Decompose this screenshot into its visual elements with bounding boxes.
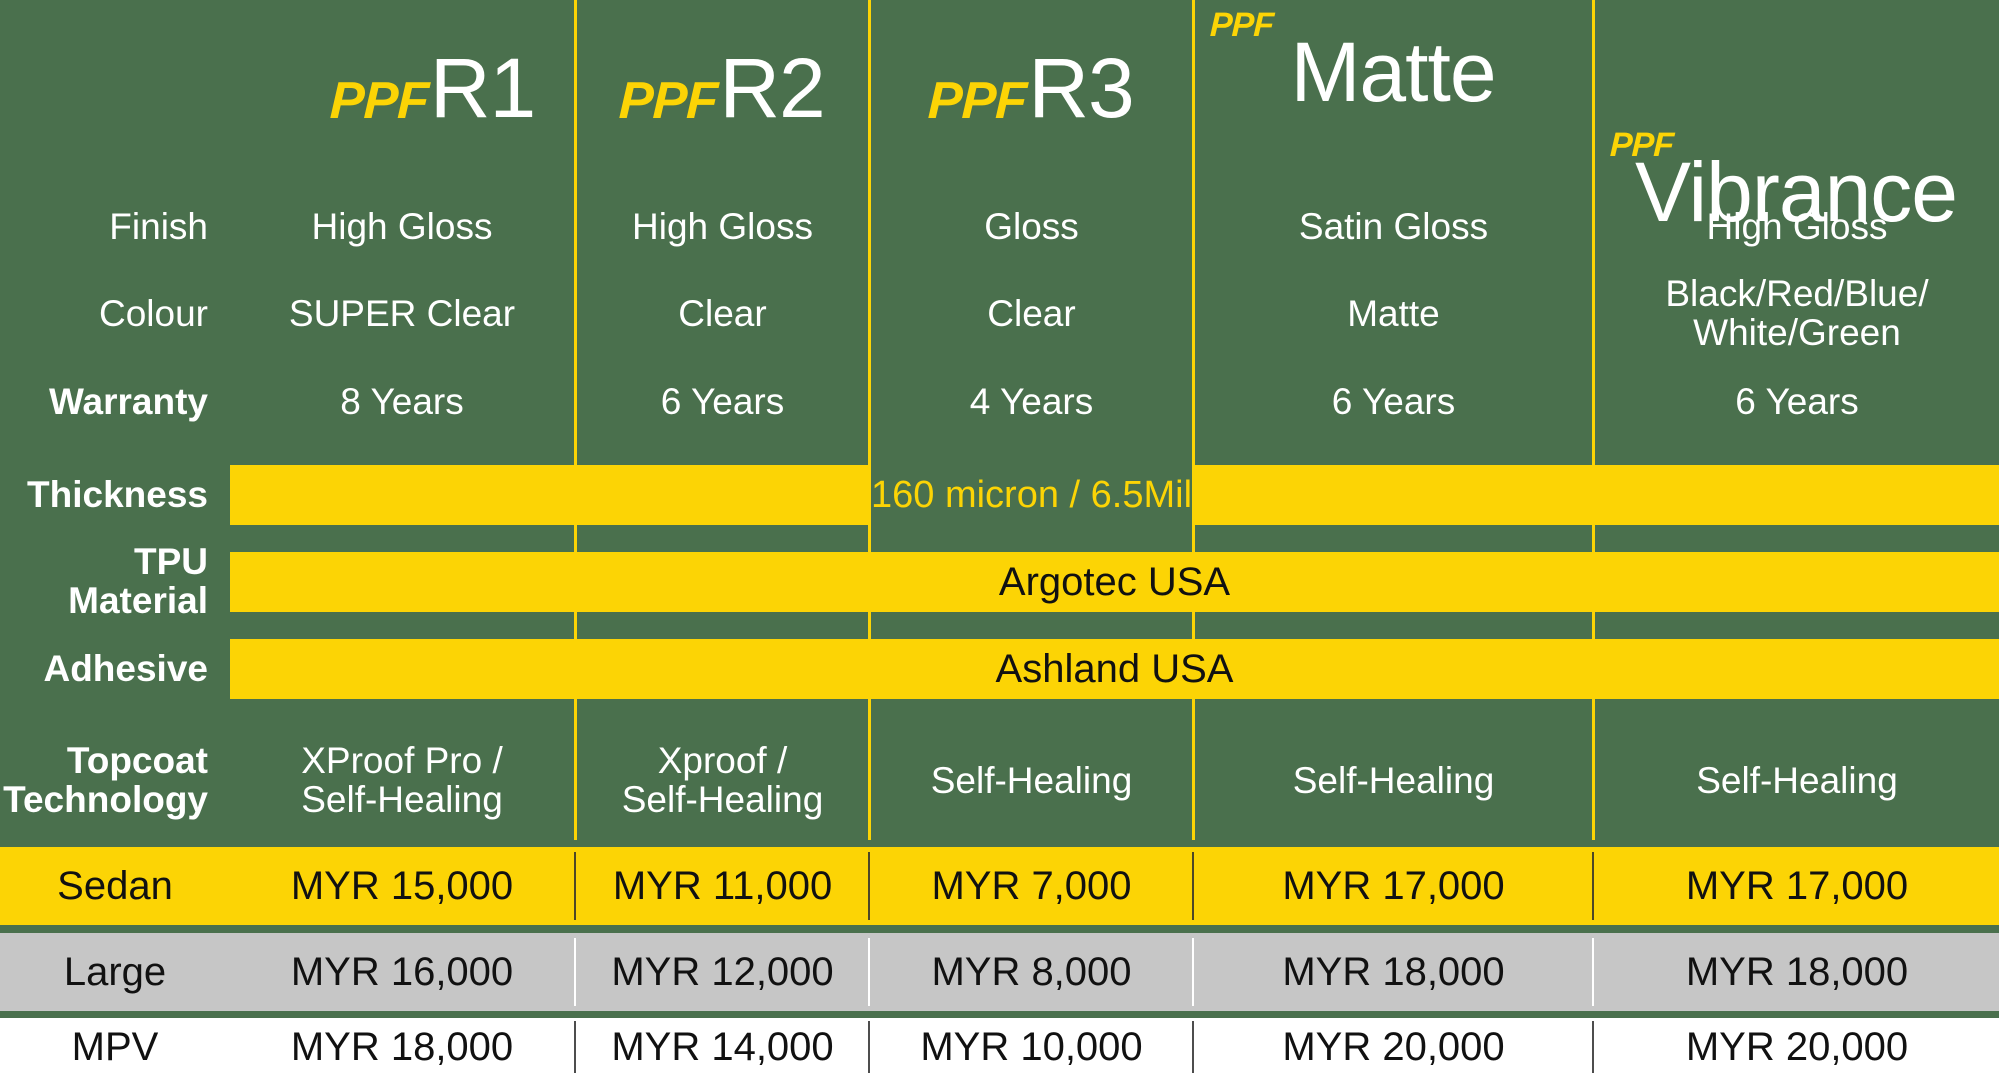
column-divider-4 (1592, 0, 1595, 840)
cell-finish-r1: High Gloss (311, 206, 493, 248)
price-row-label-mpv: MPV (71, 1024, 159, 1069)
price-divider (574, 937, 576, 1007)
row-label-colour: Colour (99, 292, 208, 334)
price-row-mpv: MPV MYR 18,000 MYR 14,000 MYR 10,000 MYR… (0, 1018, 1999, 1076)
price-divider (1192, 1021, 1194, 1073)
price-mpv-matte: MYR 20,000 (1282, 1024, 1505, 1069)
cell-finish-r3: Gloss (984, 206, 1079, 248)
price-large-vibrance: MYR 18,000 (1685, 949, 1909, 994)
ppf-logo-mark: PPF (618, 72, 719, 130)
merged-value-thickness: 160 micron / 6.5Mil (871, 473, 1193, 516)
price-divider (574, 851, 576, 921)
column-header-vibrance: PPF Vibrance (1596, 126, 1996, 248)
price-divider (1592, 1021, 1594, 1073)
ppf-logo-mark: PPF (1609, 126, 1674, 164)
column-header-label: R2 (719, 40, 825, 135)
price-large-r1: MYR 16,000 (290, 949, 514, 994)
cell-topcoat-r1: XProof Pro / Self-Healing (301, 740, 503, 820)
price-mpv-r3: MYR 10,000 (920, 1024, 1143, 1069)
price-mpv-vibrance: MYR 20,000 (1685, 1024, 1909, 1069)
column-divider-2 (868, 0, 871, 840)
cell-colour-r1: SUPER Clear (288, 293, 516, 335)
cell-warranty-matte: 6 Years (1331, 381, 1456, 423)
price-divider (868, 851, 870, 921)
price-sedan-r1: MYR 15,000 (290, 863, 514, 908)
cell-topcoat-vibrance: Self-Healing (1696, 760, 1898, 802)
row-label-adhesive: Adhesive (43, 647, 208, 689)
merged-value-adhesive: Ashland USA (995, 646, 1234, 691)
price-mpv-r1: MYR 18,000 (290, 1024, 514, 1069)
column-header-r3: PPF R3 (872, 12, 1190, 135)
price-sedan-matte: MYR 17,000 (1282, 863, 1505, 908)
price-large-r3: MYR 8,000 (931, 949, 1132, 994)
cell-warranty-r1: 8 Years (340, 381, 464, 423)
cell-colour-matte: Matte (1347, 293, 1440, 335)
cell-warranty-r2: 6 Years (660, 381, 785, 423)
price-divider (868, 937, 870, 1007)
price-row-large: Large MYR 16,000 MYR 12,000 MYR 8,000 MY… (0, 933, 1999, 1011)
column-header-label: Matte (1290, 25, 1496, 119)
row-label-topcoat-technology: Topcoat Technology (3, 740, 208, 820)
ppf-logo-mark: PPF (927, 72, 1028, 130)
column-header-label: R3 (1028, 40, 1134, 135)
price-divider (1592, 937, 1594, 1007)
ppf-logo-mark: PPF (328, 72, 429, 130)
cell-warranty-vibrance: 6 Years (1735, 381, 1859, 423)
cell-colour-r3: Clear (987, 293, 1076, 335)
cell-topcoat-matte: Self-Healing (1292, 760, 1495, 802)
column-header-r2: PPF R2 (578, 12, 866, 135)
row-label-tpu-material: TPU Material (68, 541, 208, 621)
column-divider-1 (574, 0, 577, 840)
column-divider-3 (1192, 0, 1195, 840)
cell-topcoat-r2: Xproof / Self-Healing (621, 740, 824, 820)
merged-bar-tpu-material: Argotec USA (230, 552, 1999, 612)
price-sedan-vibrance: MYR 17,000 (1685, 863, 1909, 908)
price-large-matte: MYR 18,000 (1282, 949, 1505, 994)
price-divider (574, 1021, 576, 1073)
row-label-warranty: Warranty (48, 380, 208, 422)
price-row-label-sedan: Sedan (57, 863, 173, 908)
cell-finish-r2: High Gloss (632, 206, 813, 248)
cell-topcoat-r3: Self-Healing (930, 760, 1133, 802)
column-header-r1: PPF R1 (290, 12, 575, 135)
merged-value-tpu-material: Argotec USA (998, 559, 1231, 604)
price-row-label-large: Large (63, 949, 167, 994)
ppf-logo-mark: PPF (1209, 6, 1274, 44)
cell-colour-r2: Clear (678, 293, 767, 335)
cell-finish-matte: Satin Gloss (1298, 206, 1489, 248)
merged-bar-thickness-knockout: 160 micron / 6.5Mil (871, 443, 1192, 547)
price-divider (1192, 937, 1194, 1007)
cell-colour-vibrance: Black/Red/Blue/ White/Green (1665, 273, 1929, 353)
price-large-r2: MYR 12,000 (611, 949, 834, 994)
price-divider (1592, 851, 1594, 921)
price-divider (1192, 851, 1194, 921)
price-divider (868, 1021, 870, 1073)
column-header-label: R1 (429, 40, 536, 135)
price-sedan-r3: MYR 7,000 (931, 863, 1132, 908)
price-mpv-r2: MYR 14,000 (611, 1024, 834, 1069)
column-header-label: Vibrance (1634, 145, 1958, 239)
cell-finish-vibrance: High Gloss (1706, 206, 1888, 248)
price-row-sedan: Sedan MYR 15,000 MYR 11,000 MYR 7,000 MY… (0, 847, 1999, 925)
merged-bar-adhesive: Ashland USA (230, 639, 1999, 699)
row-label-finish: Finish (109, 205, 208, 247)
row-label-thickness: Thickness (27, 473, 208, 515)
price-sedan-r2: MYR 11,000 (612, 863, 833, 908)
column-header-matte: PPF Matte (1196, 6, 1590, 128)
cell-warranty-r3: 4 Years (969, 381, 1094, 423)
